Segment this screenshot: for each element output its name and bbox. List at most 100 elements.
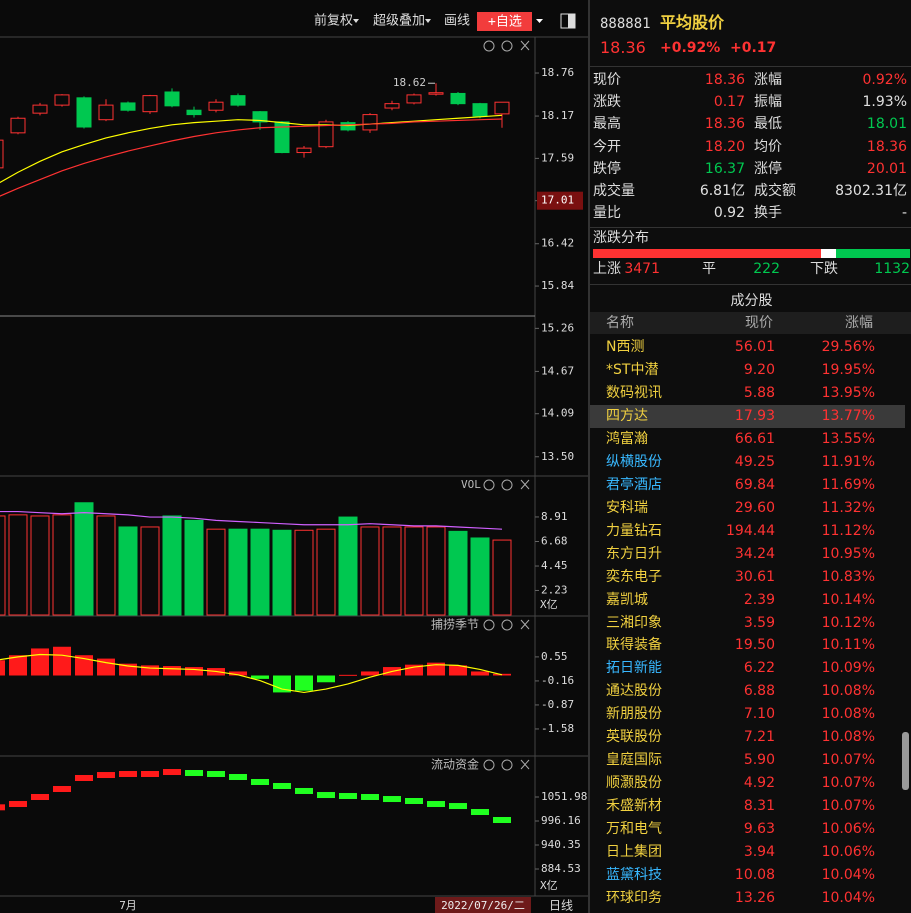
stock-price: 29.60 — [734, 499, 775, 516]
quote-value: 0.92% — [862, 72, 907, 88]
add-button[interactable] — [477, 12, 532, 31]
stock-price: 30.61 — [734, 568, 775, 585]
stock-name[interactable]: 蓝黛科技 — [606, 867, 662, 884]
stock-price: 6.22 — [743, 660, 775, 677]
flow-bar — [339, 793, 357, 800]
rule — [590, 284, 911, 285]
stock-pct: 10.06% — [821, 844, 875, 861]
stock-name[interactable]: 顺灏股份 — [606, 775, 662, 792]
candle-body — [76, 97, 92, 128]
stock-name[interactable]: 嘉凯城 — [606, 591, 648, 608]
candle-body — [384, 103, 400, 109]
period: 日线 — [549, 899, 573, 913]
candle-body — [362, 114, 378, 131]
flow-bar — [493, 817, 511, 824]
quote-label: 换手 — [754, 205, 782, 222]
stock-name[interactable]: 环球印务 — [606, 890, 662, 907]
volume-bar — [492, 539, 512, 616]
flow-bar — [251, 778, 269, 785]
stock-name[interactable]: *ST中潜 — [606, 361, 659, 378]
volume-bar — [250, 528, 270, 616]
panel-title: VOL — [461, 478, 481, 491]
stock-pct: 10.07% — [821, 752, 875, 769]
flow-bar — [427, 801, 445, 808]
stock-name[interactable]: 禾盛新材 — [606, 798, 662, 815]
stock-name[interactable]: 数码视讯 — [606, 384, 662, 401]
volume-bar — [0, 515, 6, 616]
menu[interactable]: 画线 — [444, 14, 470, 29]
stock-pct: 11.91% — [821, 453, 875, 470]
candle-body — [142, 95, 158, 113]
stock-price: 3.94 — [743, 844, 775, 861]
row-selected[interactable] — [590, 404, 905, 428]
stock-name[interactable]: 安科瑞 — [606, 499, 648, 516]
flow-bar — [361, 794, 379, 801]
macd-bar — [405, 664, 423, 676]
quote-label: 涨停 — [754, 160, 782, 177]
stock-pct: 10.12% — [821, 614, 875, 631]
macd-bar — [427, 662, 445, 676]
quote-value: 1.93% — [862, 94, 907, 111]
candle-body — [428, 92, 444, 95]
stock-name[interactable]: 英联股份 — [606, 729, 662, 746]
scrollbar[interactable] — [902, 732, 909, 790]
stock-name[interactable]: 三湘印象 — [606, 614, 662, 631]
ma-line — [0, 510, 503, 530]
candle-body — [10, 117, 26, 134]
caret — [353, 19, 359, 23]
quote-value: 18.36 — [704, 72, 745, 88]
y-tick-label: -1.58 — [541, 722, 574, 735]
macd-bar — [53, 646, 71, 676]
candle-body — [494, 101, 510, 115]
stock-pct: 10.07% — [821, 775, 875, 792]
stock-name[interactable]: 日上集团 — [606, 844, 662, 861]
stock-name[interactable]: 奕东电子 — [606, 568, 662, 585]
y-tick-label: 996.16 — [541, 814, 581, 827]
dist-label: 上涨 — [593, 261, 621, 277]
quote-value: 0.92 — [713, 205, 745, 222]
name: 平均股价 — [660, 13, 725, 32]
macd-bar — [75, 655, 93, 676]
macd-bar — [163, 666, 181, 676]
rule — [590, 66, 911, 67]
flow-bar — [295, 787, 313, 794]
stock-name[interactable]: 纵横股份 — [606, 453, 662, 470]
stock-price: 3.59 — [743, 614, 775, 631]
stock-name[interactable]: 东方日升 — [606, 545, 662, 562]
quote-label: 最低 — [754, 116, 782, 133]
menu[interactable]: 前复权 — [314, 13, 353, 29]
panel-title: 捕捞季节 — [431, 617, 479, 632]
stock-name[interactable]: 通达股份 — [606, 683, 662, 700]
stock-name[interactable]: 万和电气 — [606, 821, 662, 838]
stock-name[interactable]: 拓日新能 — [606, 660, 662, 677]
stock-pct: 10.09% — [821, 660, 875, 677]
quote-value: 8302.31亿 — [835, 183, 907, 199]
stock-name[interactable]: 四方达 — [606, 407, 648, 424]
y-tick-label: -0.87 — [541, 698, 574, 711]
stock-pct: 10.08% — [821, 683, 875, 700]
volume-bar — [162, 515, 182, 616]
stock-pct: 13.55% — [821, 430, 875, 447]
flow-bar — [317, 792, 335, 799]
volume-bar — [140, 526, 160, 616]
menu[interactable]: 超级叠加 — [373, 14, 425, 29]
quote-label: 振幅 — [754, 94, 782, 111]
quote-value: 18.20 — [704, 138, 745, 155]
stock-name[interactable]: 力量钻石 — [606, 522, 662, 539]
date-box — [435, 897, 531, 913]
candle-body — [32, 104, 48, 114]
volume-bar — [206, 528, 226, 616]
stock-name[interactable]: N西测 — [606, 339, 645, 355]
flow-bar — [75, 774, 93, 781]
stock-name[interactable]: 君亭酒店 — [606, 476, 662, 493]
stock-price: 17.93 — [734, 407, 775, 424]
stock-name[interactable]: 联得装备 — [606, 637, 662, 654]
stock-price: 7.10 — [743, 706, 775, 723]
stock-name[interactable]: 新朋股份 — [606, 706, 662, 723]
macd-bar — [141, 665, 159, 676]
stock-name[interactable]: 皇庭国际 — [606, 752, 662, 769]
volume-bar — [272, 529, 292, 616]
stock-name[interactable]: 鸿富瀚 — [606, 430, 648, 447]
volume-bar — [118, 526, 138, 616]
candle-body — [472, 103, 488, 117]
